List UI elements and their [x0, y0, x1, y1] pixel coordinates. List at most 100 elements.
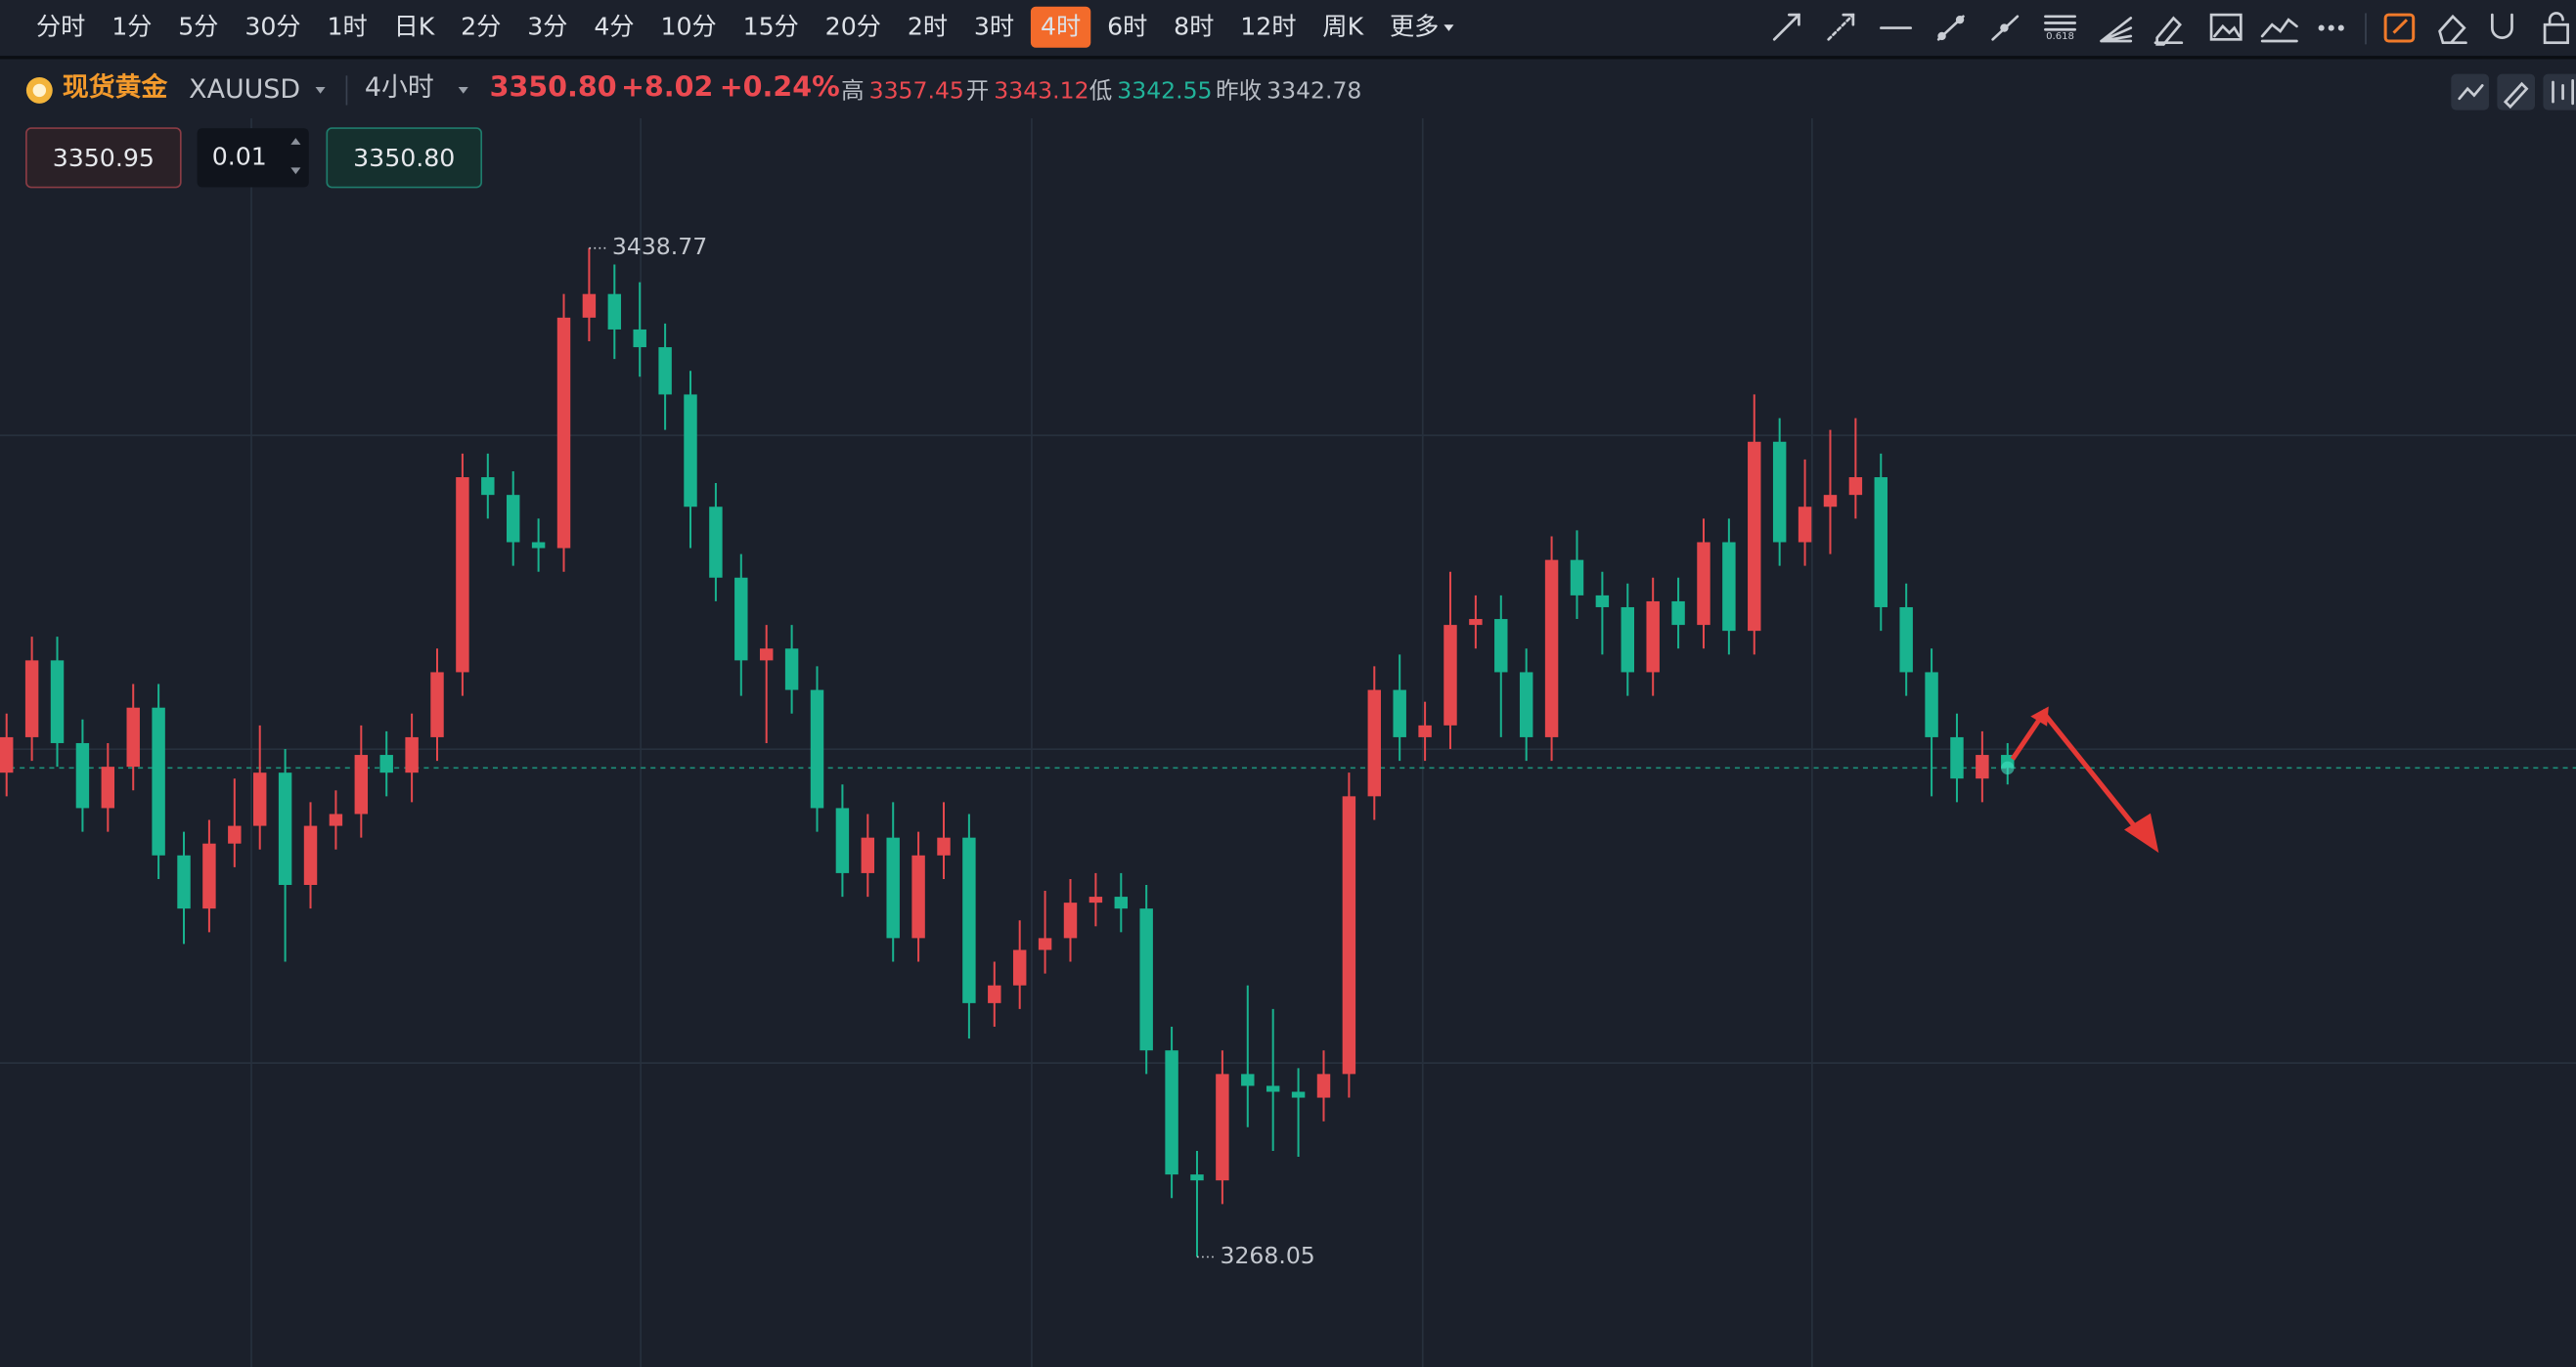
candle-body	[658, 347, 672, 395]
candle-body	[1367, 689, 1382, 797]
symbol-name[interactable]: 现货黄金	[63, 71, 168, 103]
chart-buttons	[2451, 73, 2576, 110]
candle-body	[152, 707, 165, 856]
tool-icon[interactable]	[2543, 12, 2569, 45]
tool-icon[interactable]	[2209, 13, 2243, 41]
low-annotation: 3268.05	[1221, 1242, 1315, 1269]
interval[interactable]: 8时	[1174, 13, 1214, 41]
tool-icon[interactable]	[2318, 24, 2344, 31]
interval[interactable]: 5分	[178, 13, 218, 41]
interval[interactable]: 2时	[908, 13, 948, 41]
dropdown-arrow	[458, 87, 468, 94]
candle-body	[303, 825, 318, 886]
candle-body	[937, 837, 951, 856]
chart-button[interactable]	[2543, 73, 2576, 110]
tool-icon[interactable]	[2490, 13, 2513, 39]
candle-body	[354, 755, 369, 815]
candle-body	[1950, 736, 1964, 779]
candle-body	[531, 542, 546, 549]
open-label: 开	[966, 77, 990, 105]
lots[interactable]: 0.01	[212, 142, 267, 170]
symbol-code[interactable]: XAUUSD	[189, 74, 300, 105]
interval[interactable]: 4分	[594, 13, 634, 41]
interval[interactable]: 1时	[328, 13, 368, 41]
interval[interactable]: 20分	[825, 13, 881, 41]
candle-body	[1976, 755, 1989, 779]
interval[interactable]: 日K	[394, 13, 436, 41]
interval[interactable]: 12时	[1240, 13, 1296, 41]
candle-body	[1899, 606, 1913, 673]
interval[interactable]: 6时	[1107, 13, 1147, 41]
candle-body	[1418, 725, 1432, 737]
tool-icon[interactable]	[2260, 18, 2298, 43]
interval[interactable]: 4时	[1041, 13, 1081, 41]
candle-body	[430, 672, 444, 737]
candle-body	[379, 755, 393, 773]
sell-button[interactable]	[25, 127, 182, 189]
interval[interactable]: 10分	[660, 13, 716, 41]
period[interactable]: 4小时	[365, 72, 434, 103]
candle-body	[1925, 672, 1938, 737]
interval[interactable]: 3分	[527, 13, 567, 41]
candle-body	[861, 837, 875, 873]
candle-body	[1595, 595, 1610, 607]
dropdown-arrow	[315, 87, 326, 94]
sell-price[interactable]: 3350.95	[53, 144, 155, 172]
buy-button[interactable]	[326, 127, 483, 189]
interval[interactable]: 1分	[111, 13, 152, 41]
candle-body	[1241, 1074, 1255, 1086]
last-price-glow	[2001, 761, 2015, 775]
interval[interactable]: 15分	[743, 13, 799, 41]
tool-icon[interactable]: 0.618	[2044, 15, 2076, 42]
lots-input[interactable]	[197, 128, 309, 188]
candle-body	[1038, 938, 1052, 950]
tool-icon[interactable]	[1991, 15, 2020, 41]
tool-icon[interactable]	[2100, 17, 2133, 43]
interval[interactable]: 2分	[461, 13, 501, 41]
candle-body	[1063, 903, 1078, 939]
candle-body	[506, 495, 520, 543]
candle-body	[1291, 1091, 1306, 1098]
candle-body	[1494, 619, 1508, 673]
prev-close-value: 3342.78	[1266, 77, 1361, 105]
candle-body	[126, 707, 140, 768]
interval[interactable]: 3时	[974, 13, 1014, 41]
interval[interactable]: 更多	[1390, 13, 1439, 41]
candle-body	[810, 689, 824, 809]
candle-body	[278, 772, 292, 886]
interval[interactable]: 周K	[1322, 13, 1364, 41]
low-value: 3342.55	[1117, 77, 1212, 105]
tool-icon[interactable]	[2383, 13, 2416, 43]
buy-price[interactable]: 3350.80	[353, 144, 455, 172]
tool-icon[interactable]	[2154, 16, 2184, 46]
high-label: 高	[841, 77, 865, 105]
tool-icon[interactable]	[2438, 14, 2467, 45]
candle-body	[709, 507, 723, 578]
prev-close-label: 昨收	[1216, 77, 1262, 105]
candle-body	[177, 855, 191, 909]
candle-body	[886, 837, 900, 939]
interval[interactable]: 30分	[244, 13, 300, 41]
candle-body	[1823, 495, 1838, 507]
tool-icon[interactable]	[1936, 15, 1965, 41]
candle-body	[1190, 1174, 1204, 1181]
drawn-arrow	[2010, 706, 2159, 854]
candle-body	[911, 855, 925, 939]
candle-body	[1671, 600, 1685, 626]
tool-icon[interactable]	[1827, 13, 1855, 41]
candle-body	[1798, 507, 1812, 543]
candle-body	[1342, 796, 1356, 1075]
candle-plot: 3438.77 3268.05	[0, 233, 2576, 1269]
gold-icon-inner	[32, 83, 47, 98]
interval[interactable]: 分时	[36, 13, 85, 41]
candle-body	[607, 293, 622, 330]
candle-body	[962, 837, 976, 1003]
candle-body	[734, 577, 748, 661]
tool-icon[interactable]	[1772, 13, 1800, 41]
candle-body	[228, 825, 242, 844]
candle-body	[835, 808, 850, 873]
